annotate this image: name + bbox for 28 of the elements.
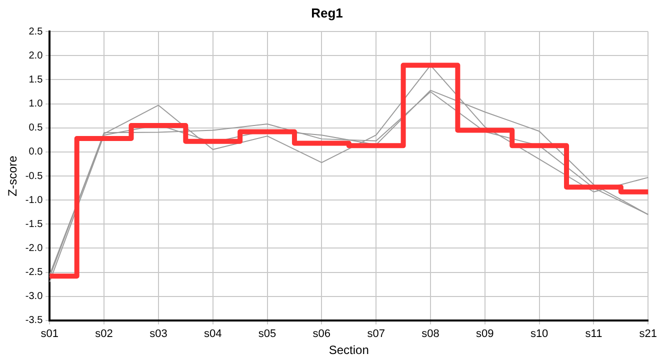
x-tick-label: s21 (639, 328, 658, 340)
y-tick-label: -2.5 (25, 267, 44, 278)
y-tick-label: -1.5 (25, 218, 44, 230)
y-tick-label: 0.0 (28, 146, 44, 158)
y-tick-label: 0.5 (28, 122, 44, 134)
x-tick-label: s04 (204, 328, 222, 340)
y-tick-label: -0.5 (25, 170, 44, 182)
y-tick-label: 2.0 (28, 50, 44, 62)
y-tick-label: -3.0 (25, 291, 44, 302)
x-axis-title: Section (328, 343, 369, 358)
y-tick-label: 2.5 (28, 26, 44, 38)
y-tick-label: 1.5 (28, 74, 44, 86)
y-axis-title: Z-score (6, 155, 20, 196)
x-tick-label: s10 (530, 328, 548, 340)
x-tick-label: s03 (150, 328, 168, 340)
chart-title: Reg1 (311, 5, 343, 20)
x-tick-label: s01 (40, 328, 59, 340)
y-tick-label: -1.0 (25, 194, 44, 206)
x-tick-label: s06 (312, 328, 331, 340)
x-tick-label: s11 (585, 328, 602, 340)
x-tick-label: s07 (367, 328, 385, 340)
y-tick-label: 1.0 (28, 98, 44, 110)
x-tick-label: s08 (422, 328, 440, 340)
y-tick-label: -3.5 (25, 315, 44, 326)
x-tick-label: s05 (258, 328, 276, 340)
y-tick-label: -2.0 (25, 242, 44, 254)
x-tick-label: s02 (95, 328, 113, 340)
x-tick-label: s09 (476, 328, 494, 340)
